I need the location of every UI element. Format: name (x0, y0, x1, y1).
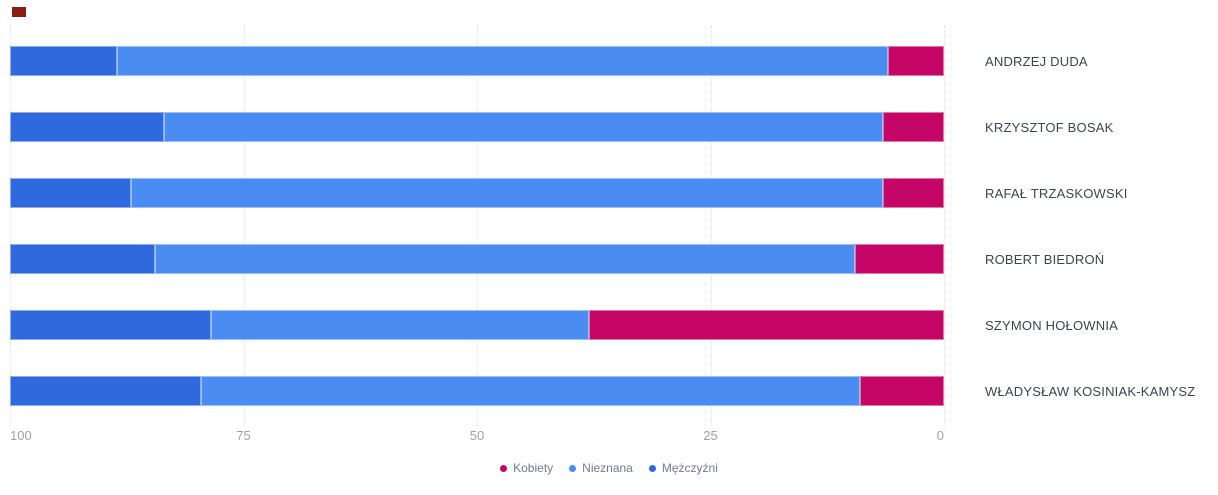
legend-label: Nieznana (582, 461, 633, 475)
legend-item-mezczyzni[interactable]: Mężczyźni (648, 461, 718, 475)
legend-dot-kobiety (500, 464, 508, 472)
bar-segment-nieznana[interactable] (131, 178, 884, 208)
x-tick-label: 0 (936, 428, 944, 443)
bar-segment-kobiety[interactable] (859, 376, 944, 406)
category-label: RAFAŁ TRZASKOWSKI (985, 185, 1128, 201)
bar-segment-nieznana[interactable] (201, 376, 860, 406)
bar-segment-mezczyzni[interactable] (10, 310, 211, 340)
bar-segment-kobiety[interactable] (883, 112, 944, 142)
chart-row: KRZYSZTOF BOSAK (0, 94, 1218, 160)
bar-segment-kobiety[interactable] (855, 244, 944, 274)
category-label: ANDRZEJ DUDA (985, 53, 1088, 69)
chart-row: SZYMON HOŁOWNIA (0, 292, 1218, 358)
category-label: KRZYSZTOF BOSAK (985, 119, 1114, 135)
stacked-bar (10, 376, 944, 406)
legend-item-nieznana[interactable]: Nieznana (569, 461, 633, 475)
bar-segment-mezczyzni[interactable] (10, 46, 118, 76)
legend: Kobiety Nieznana Mężczyźni (0, 461, 1218, 475)
legend-dot-mezczyzni (648, 464, 656, 472)
x-tick-label: 25 (703, 428, 718, 443)
corner-artifact-mark (12, 7, 26, 17)
bar-segment-mezczyzni[interactable] (10, 178, 132, 208)
bar-segment-kobiety[interactable] (883, 178, 944, 208)
category-label: ROBERT BIEDROŃ (985, 251, 1105, 267)
chart-row: ROBERT BIEDROŃ (0, 226, 1218, 292)
x-tick-label: 50 (469, 428, 485, 443)
bar-segment-nieznana[interactable] (154, 244, 856, 274)
bar-segment-kobiety[interactable] (589, 310, 944, 340)
stacked-bar (10, 244, 944, 274)
bar-segment-nieznana[interactable] (210, 310, 590, 340)
bar-segment-nieznana[interactable] (164, 112, 884, 142)
stacked-bar (10, 178, 944, 208)
category-label: WŁADYSŁAW KOSINIAK-KAMYSZ (985, 383, 1196, 399)
stacked-bar (10, 46, 944, 76)
bar-segment-mezczyzni[interactable] (10, 376, 202, 406)
bar-segment-mezczyzni[interactable] (10, 112, 165, 142)
chart-row: ANDRZEJ DUDA (0, 28, 1218, 94)
legend-label: Mężczyźni (661, 461, 718, 475)
legend-label: Kobiety (513, 461, 554, 475)
bar-rows: ANDRZEJ DUDA KRZYSZTOF BOSAK RAFAŁ TRZASKO… (0, 28, 1218, 424)
x-tick-label: 75 (236, 428, 251, 443)
stacked-bar (10, 310, 944, 340)
chart-row: RAFAŁ TRZASKOWSKI (0, 160, 1218, 226)
chart-row: WŁADYSŁAW KOSINIAK-KAMYSZ (0, 358, 1218, 424)
x-axis: 100 75 50 25 0 (10, 428, 944, 446)
x-tick-label: 100 (10, 428, 32, 443)
bar-segment-kobiety[interactable] (887, 46, 944, 76)
stacked-bar (10, 112, 944, 142)
legend-dot-nieznana (569, 464, 577, 472)
category-label: SZYMON HOŁOWNIA (985, 317, 1119, 333)
legend-item-kobiety[interactable]: Kobiety (500, 461, 553, 475)
bar-segment-mezczyzni[interactable] (10, 244, 155, 274)
bar-segment-nieznana[interactable] (117, 46, 888, 76)
